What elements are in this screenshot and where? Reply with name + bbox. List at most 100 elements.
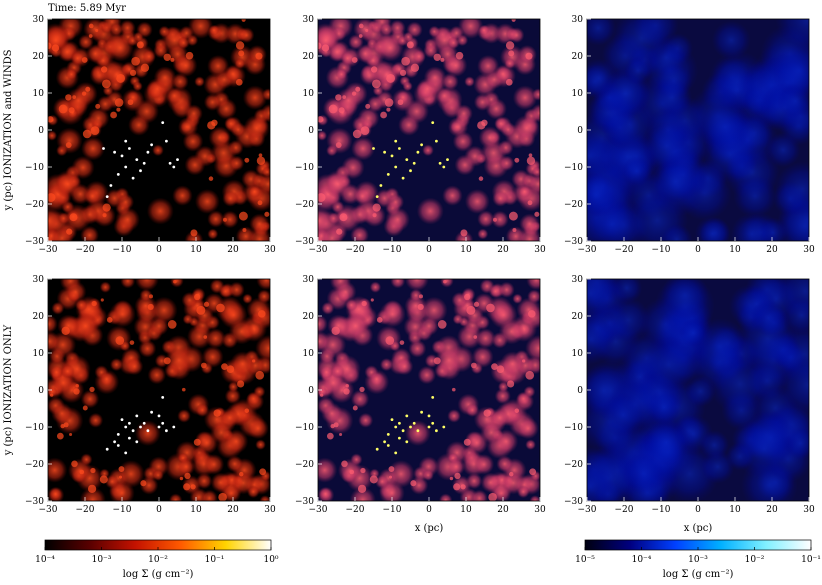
cloud-blob xyxy=(133,31,144,43)
star-marker xyxy=(165,139,168,143)
x-tick-label: −30 xyxy=(39,245,58,255)
filament xyxy=(118,475,123,479)
cloud-blob xyxy=(444,53,468,77)
cloud-blob xyxy=(334,280,357,303)
filament xyxy=(338,107,345,114)
cloud-blob xyxy=(661,223,693,241)
filament xyxy=(127,99,134,106)
filament xyxy=(102,213,107,218)
filament xyxy=(85,86,91,92)
filament xyxy=(241,19,246,22)
filament xyxy=(326,432,334,440)
star-marker xyxy=(416,150,420,154)
cloud-blob xyxy=(530,103,540,123)
star-marker xyxy=(135,414,139,418)
filament xyxy=(417,303,424,311)
filament xyxy=(163,53,171,62)
filament xyxy=(365,28,369,32)
filament xyxy=(213,409,221,417)
cloud-blob xyxy=(330,364,345,379)
star-marker xyxy=(135,440,139,444)
cloud-blob xyxy=(440,279,454,288)
filament xyxy=(242,228,247,233)
filament xyxy=(534,211,540,217)
y-tick-label: 30 xyxy=(303,275,315,285)
y-tick-label: 0 xyxy=(577,386,583,396)
y-tick-label: −10 xyxy=(25,163,44,173)
filament xyxy=(69,433,73,437)
y-tick-label: 0 xyxy=(308,126,314,136)
filament xyxy=(95,103,101,109)
cloud-blob xyxy=(473,454,495,475)
filament xyxy=(221,363,228,370)
star-marker xyxy=(420,410,423,414)
filament xyxy=(372,203,381,212)
filament xyxy=(66,228,73,235)
filament xyxy=(463,438,471,446)
y-tick-label: 0 xyxy=(577,126,583,136)
filament xyxy=(361,300,367,307)
cloud-blob xyxy=(529,495,540,501)
cloud-blob xyxy=(404,279,429,292)
filament xyxy=(464,293,471,301)
filament xyxy=(222,217,227,222)
star-marker xyxy=(401,429,405,433)
y-tick-label: 30 xyxy=(303,15,315,25)
filament xyxy=(370,298,374,302)
cloud-blob xyxy=(228,318,255,345)
filament xyxy=(100,66,108,73)
star-marker xyxy=(442,165,446,169)
x-tick-label: 20 xyxy=(497,505,509,515)
filament xyxy=(58,104,68,114)
cloud-blob xyxy=(78,34,94,50)
filament xyxy=(433,53,441,62)
x-tick-label: −20 xyxy=(76,245,95,255)
cloud-blob xyxy=(142,49,156,64)
cloud-blob xyxy=(83,187,102,206)
star-marker xyxy=(139,425,142,429)
filament xyxy=(460,229,468,237)
filament xyxy=(399,340,405,345)
panel-ionization-and-winds-2: −30 −20 −10 0 10 20 30 −30 −20 −10 0 10 20 30 xyxy=(295,15,546,255)
y-tick-label: −20 xyxy=(295,460,314,470)
filament xyxy=(235,78,243,86)
cloud-blob xyxy=(587,172,619,218)
gas-cloud xyxy=(318,19,540,241)
filament xyxy=(508,211,518,221)
filament xyxy=(71,460,78,468)
filament xyxy=(360,126,370,136)
panel-ionization-and-winds-1: −30 −20 −10 0 10 20 30 −30 −20 −10 0 10 20 30 xyxy=(25,15,276,255)
cloud-blob xyxy=(494,65,512,83)
y-tick-label: 30 xyxy=(33,275,45,285)
cloud-blob xyxy=(478,24,490,36)
filament xyxy=(481,119,488,127)
cloud-blob xyxy=(512,85,538,110)
cloud-blob xyxy=(711,20,751,60)
x-tick-label: −10 xyxy=(383,245,402,255)
star-marker xyxy=(394,451,398,455)
cloud-blob xyxy=(527,173,540,195)
cloud-blob xyxy=(526,279,540,291)
cloud-blob xyxy=(154,354,169,368)
y-tick-label: 0 xyxy=(38,126,44,136)
star-marker xyxy=(372,147,375,150)
filament xyxy=(173,279,177,284)
star-marker xyxy=(116,433,120,436)
filament xyxy=(190,484,196,490)
cloud-blob xyxy=(222,190,239,207)
y-tick-label: −20 xyxy=(564,460,583,470)
filament xyxy=(369,475,378,484)
filament xyxy=(318,193,326,202)
colorbar-label: log Σ (g cm⁻²) xyxy=(663,569,734,580)
gas-cloud xyxy=(48,279,270,501)
filament xyxy=(91,300,97,307)
star-marker xyxy=(139,169,142,173)
cloud-blob xyxy=(395,357,414,376)
cloud-blob xyxy=(491,210,509,229)
filament xyxy=(61,326,70,335)
cloud-blob xyxy=(389,19,406,37)
star-marker xyxy=(438,161,442,165)
filament xyxy=(528,153,533,158)
cloud-blob xyxy=(48,207,63,235)
star-marker xyxy=(390,418,394,421)
